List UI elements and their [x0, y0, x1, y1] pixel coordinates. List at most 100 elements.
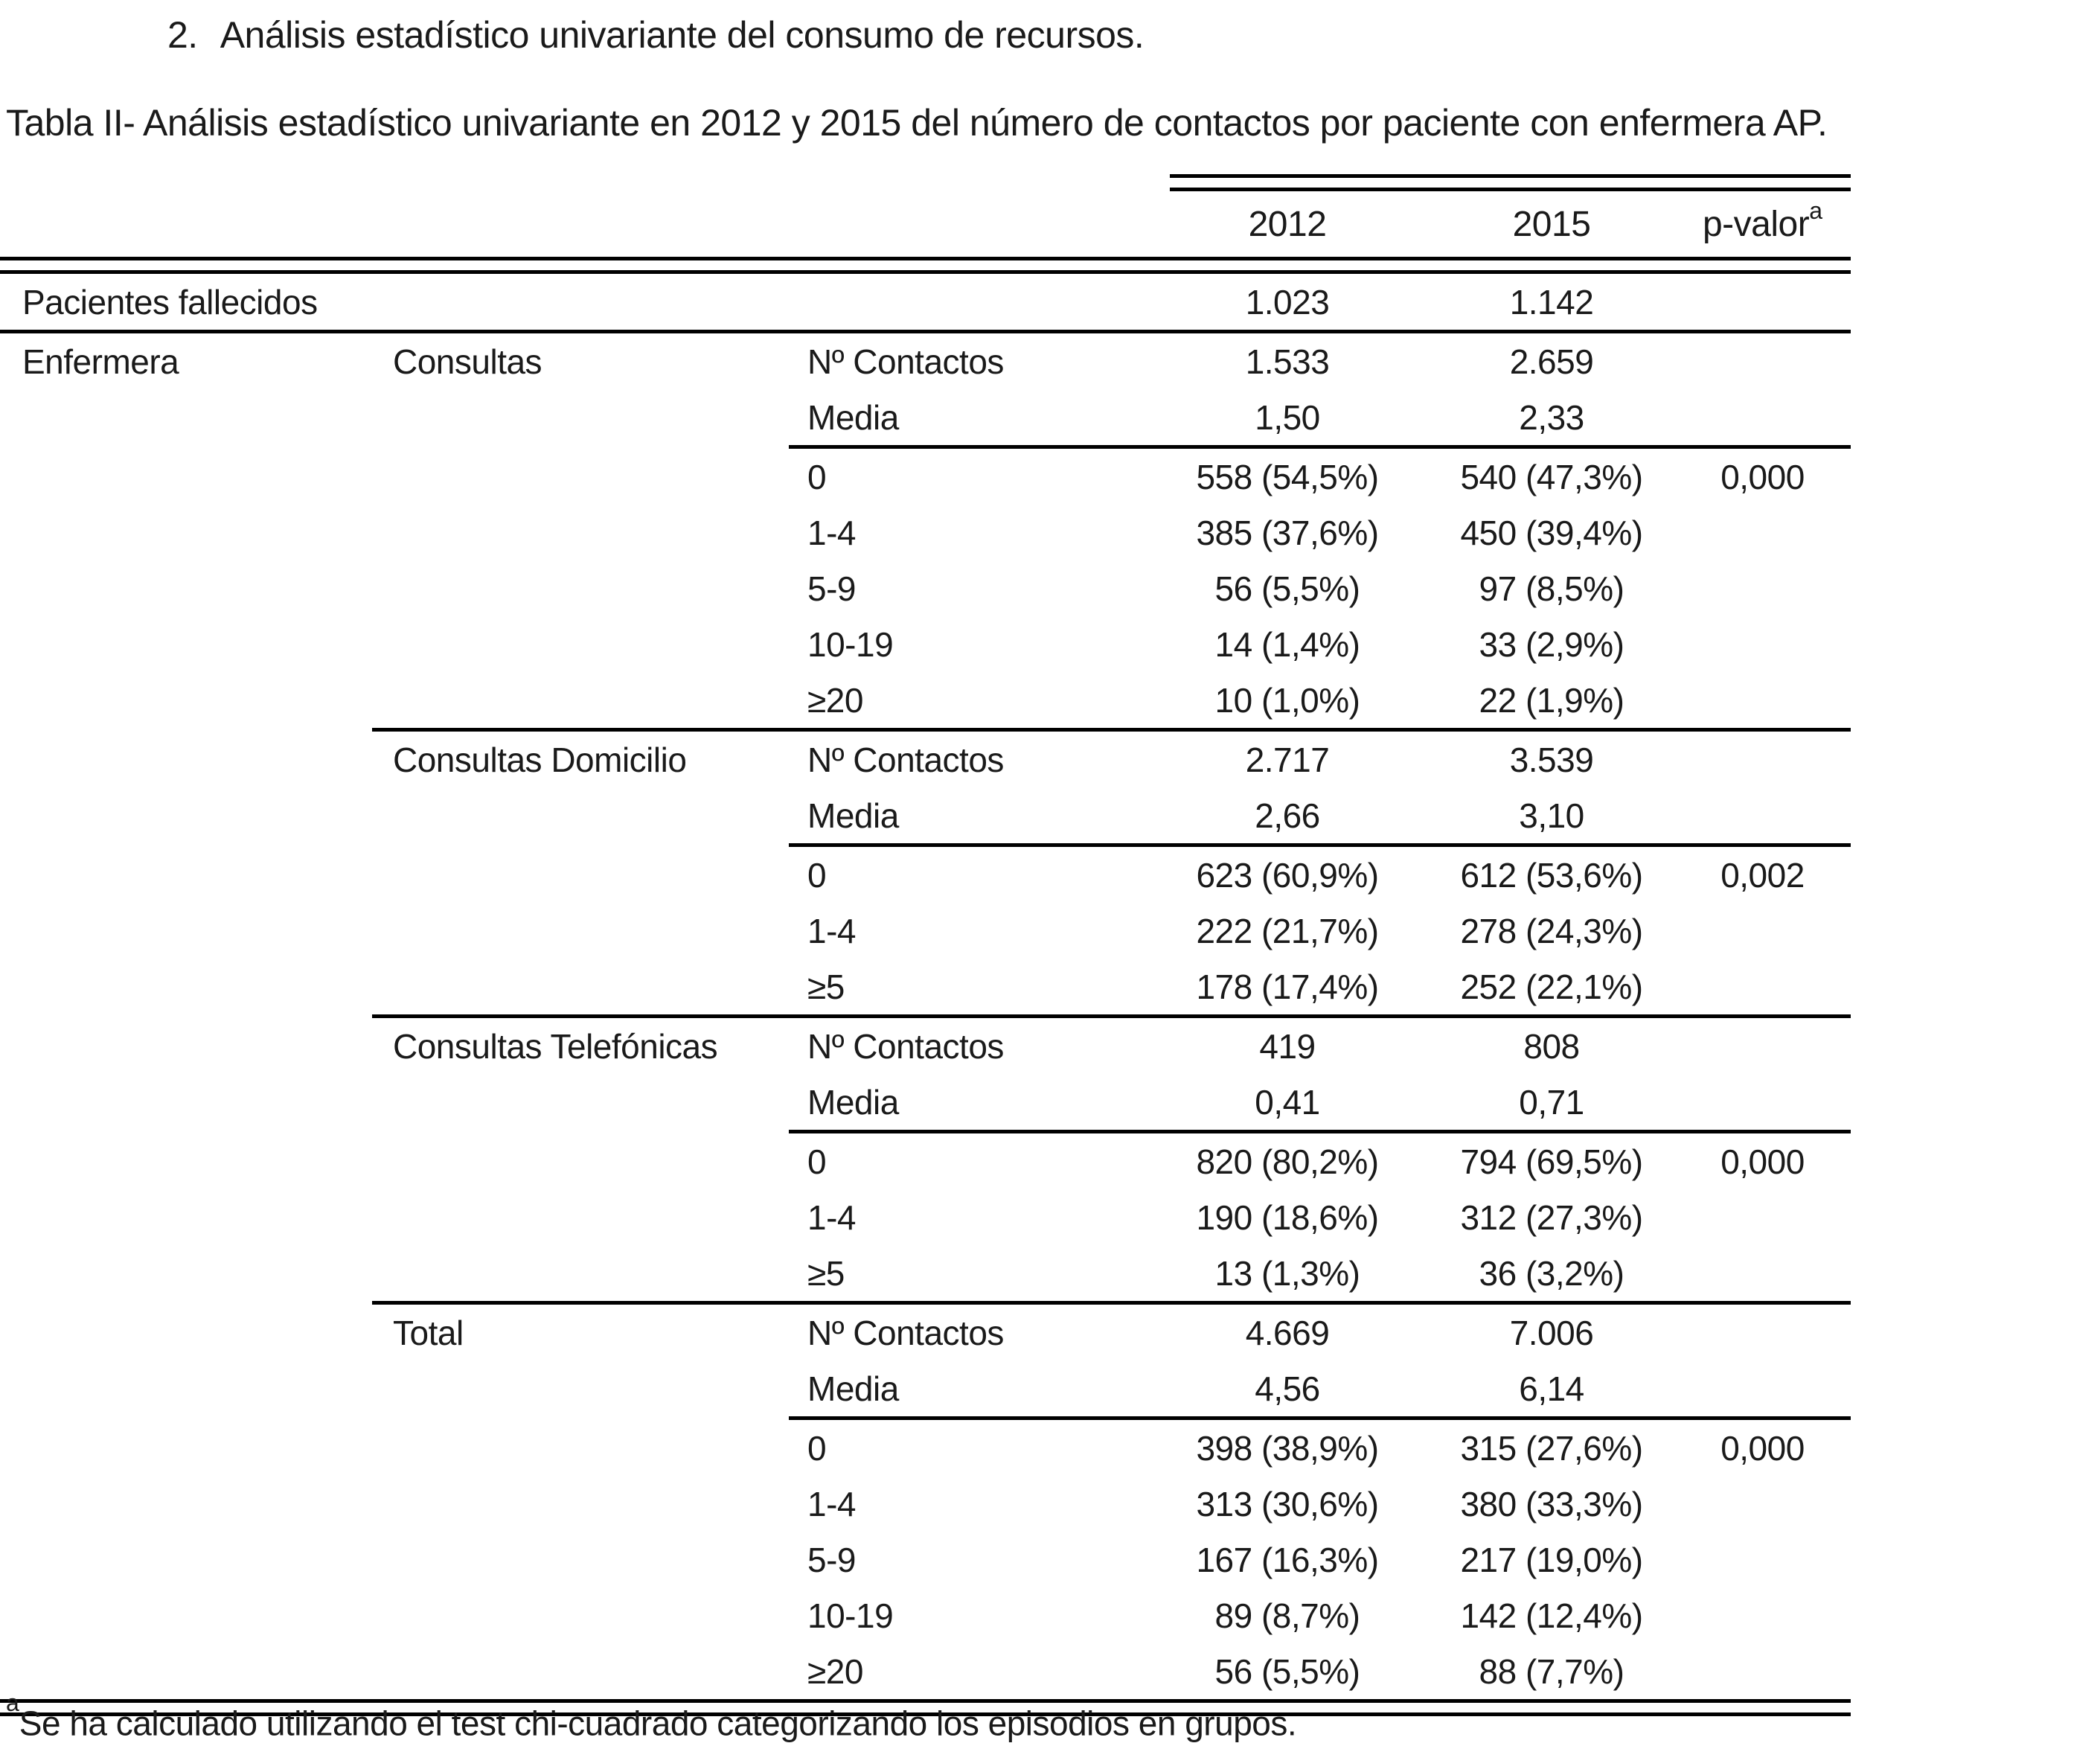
table-row: 10-19 89 (8,7%) 142 (12,4%)	[0, 1587, 1851, 1643]
cell-2015: 142 (12,4%)	[1460, 1596, 1643, 1635]
cell-subgroup: Consultas Telefónicas	[393, 1026, 718, 1066]
cell-subgroup	[393, 959, 807, 1014]
cell-2015: 540 (47,3%)	[1460, 457, 1643, 496]
cell-group	[0, 505, 393, 560]
cell-subgroup	[393, 560, 807, 616]
cell-measure: Nº Contactos	[807, 740, 1004, 779]
cell-measure: ≥5	[807, 967, 845, 1006]
cell-group	[0, 903, 393, 959]
cell-subgroup	[393, 903, 807, 959]
cell-2015: 315 (27,6%)	[1460, 1428, 1643, 1468]
header-2012: 2012	[1248, 204, 1327, 244]
cell-subgroup: Consultas	[393, 342, 542, 381]
cell-measure	[807, 274, 1146, 330]
table-rule-subgroup	[0, 728, 1851, 732]
cell-2012: 10 (1,0%)	[1214, 680, 1360, 720]
cell-pvalor	[1674, 1189, 1851, 1245]
header-pvalor: p-valor a	[1674, 191, 1851, 257]
cell-2015: 3.539	[1509, 740, 1594, 779]
cell-group	[0, 732, 393, 787]
table-header-row: 2012 2015 p-valor a	[0, 191, 1851, 257]
table-row: Media 2,66 3,10	[0, 787, 1851, 843]
cell-measure: 1-4	[807, 1484, 856, 1523]
cell-pvalor: 0,002	[1720, 855, 1805, 895]
cell-2015: 278 (24,3%)	[1460, 911, 1643, 950]
cell-subgroup	[393, 1587, 807, 1643]
cell-subgroup	[393, 847, 807, 903]
cell-group	[0, 787, 393, 843]
cell-pvalor	[1674, 787, 1851, 843]
cell-group	[0, 449, 393, 505]
cell-2015: 7.006	[1509, 1313, 1594, 1352]
footnote-text: Se ha calculado utilizando el test chi-c…	[19, 1704, 1297, 1743]
cell-group	[0, 1018, 393, 1074]
cell-2015: 36 (3,2%)	[1479, 1253, 1624, 1293]
cell-2012: 2.717	[1245, 740, 1330, 779]
cell-subgroup	[393, 787, 807, 843]
cell-group	[0, 1360, 393, 1416]
pvalor-footnote-mark: a	[1809, 196, 1822, 224]
cell-2015: 6,14	[1519, 1369, 1584, 1408]
cell-group	[0, 389, 393, 445]
cell-2015: 2.659	[1509, 342, 1594, 381]
cell-measure: ≥5	[807, 1253, 845, 1293]
cell-2012: 56 (5,5%)	[1214, 569, 1360, 608]
cell-measure: Nº Contactos	[807, 342, 1004, 381]
table-rule-subgroup	[0, 1014, 1851, 1018]
cell-measure: 5-9	[807, 1540, 856, 1579]
cell-subgroup	[393, 1360, 807, 1416]
cell-2012: 1,50	[1255, 397, 1320, 437]
cell-pvalor	[1674, 1074, 1851, 1130]
cell-pvalor	[1674, 903, 1851, 959]
statistics-table: 2012 2015 p-valor a Pacientes fallecidos 1…	[0, 174, 1851, 1716]
header-2015: 2015	[1512, 204, 1591, 244]
cell-2015: 0,71	[1519, 1082, 1584, 1122]
cell-2012: 820 (80,2%)	[1196, 1142, 1379, 1181]
cell-pvalor	[1674, 1245, 1851, 1301]
cell-2012: 178 (17,4%)	[1196, 967, 1379, 1006]
table-row: Media 1,50 2,33	[0, 389, 1851, 445]
cell-group	[0, 959, 393, 1014]
cell-group	[0, 616, 393, 672]
cell-pvalor	[1674, 959, 1851, 1014]
table-row: 1-4 222 (21,7%) 278 (24,3%)	[0, 903, 1851, 959]
table-rule-full	[0, 330, 1851, 333]
table-row: ≥5 178 (17,4%) 252 (22,1%)	[0, 959, 1851, 1014]
cell-pvalor	[1674, 616, 1851, 672]
cell-2012: 1.023	[1245, 282, 1330, 322]
cell-2012: 4,56	[1255, 1369, 1320, 1408]
table-row: ≥20 56 (5,5%) 88 (7,7%)	[0, 1643, 1851, 1699]
cell-measure: 10-19	[807, 1596, 894, 1635]
cell-2015: 3,10	[1519, 796, 1584, 835]
cell-group	[0, 1074, 393, 1130]
table-row: 1-4 385 (37,6%) 450 (39,4%)	[0, 505, 1851, 560]
cell-2012: 1.533	[1245, 342, 1330, 381]
table-row: 5-9 167 (16,3%) 217 (19,0%)	[0, 1532, 1851, 1587]
cell-subgroup	[393, 1074, 807, 1130]
cell-pvalor	[1674, 1587, 1851, 1643]
table-header-double-rule	[0, 257, 1851, 274]
table-row: Pacientes fallecidos 1.023 1.142	[0, 274, 1851, 330]
cell-2012: 222 (21,7%)	[1196, 911, 1379, 950]
cell-measure: Nº Contactos	[807, 1026, 1004, 1066]
cell-2012: 385 (37,6%)	[1196, 513, 1379, 552]
cell-2015: 450 (39,4%)	[1460, 513, 1643, 552]
cell-pvalor	[1674, 389, 1851, 445]
table-row: 0 623 (60,9%) 612 (53,6%) 0,002	[0, 847, 1851, 903]
table-rule-measure	[0, 445, 1851, 449]
cell-subgroup	[393, 1420, 807, 1476]
cell-subgroup	[393, 449, 807, 505]
cell-2015: 33 (2,9%)	[1479, 624, 1624, 664]
cell-group	[0, 1420, 393, 1476]
cell-measure: Media	[807, 796, 899, 835]
header-spacer	[393, 191, 807, 257]
cell-pvalor: 0,000	[1720, 457, 1805, 496]
cell-group	[0, 1305, 393, 1360]
cell-measure: Media	[807, 1082, 899, 1122]
cell-pvalor	[1674, 1643, 1851, 1699]
cell-subgroup	[393, 274, 807, 330]
table-rule-measure	[0, 843, 1851, 847]
header-spacer	[0, 191, 393, 257]
cell-measure: Nº Contactos	[807, 1313, 1004, 1352]
table-row: 1-4 190 (18,6%) 312 (27,3%)	[0, 1189, 1851, 1245]
